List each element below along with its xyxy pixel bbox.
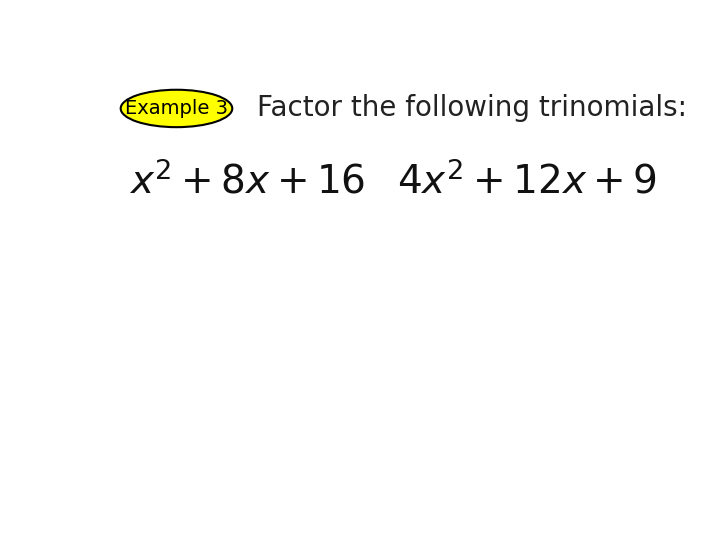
Ellipse shape: [121, 90, 233, 127]
Text: Factor the following trinomials:: Factor the following trinomials:: [258, 94, 688, 123]
Text: Example 3: Example 3: [125, 99, 228, 118]
Text: $x^2 + 8x + 16$: $x^2 + 8x + 16$: [129, 161, 366, 201]
Text: $4x^2 + 12x + 9$: $4x^2 + 12x + 9$: [397, 161, 657, 201]
